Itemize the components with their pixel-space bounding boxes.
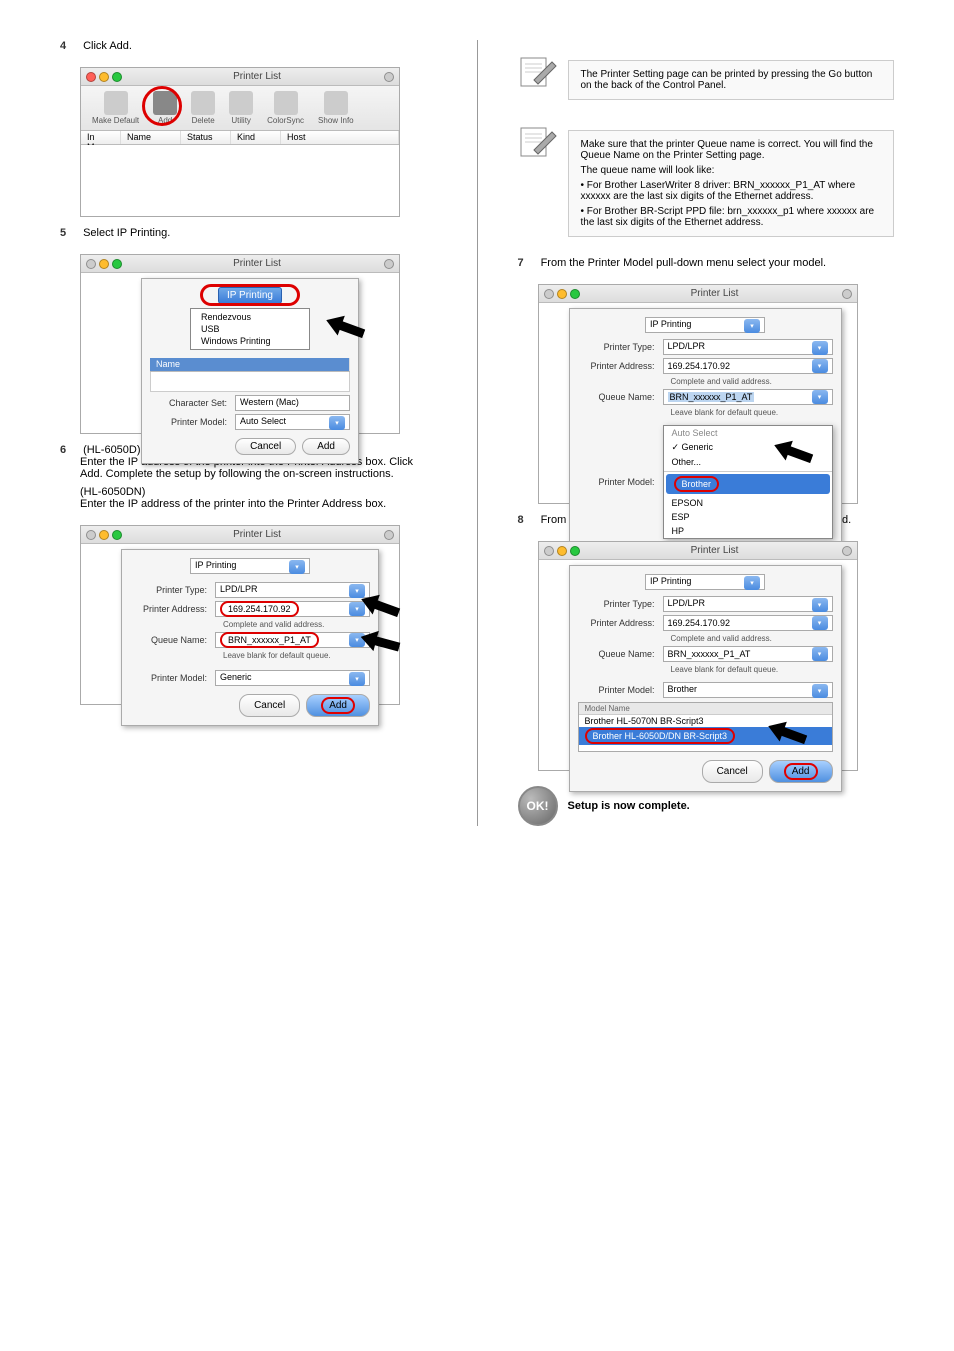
model-item[interactable]: Brother HL-5070N BR-Script3 <box>579 715 832 727</box>
step-text: Click Add. <box>83 40 132 52</box>
note-icon <box>518 50 558 90</box>
screenshot-model-name-list: Printer List IP Printing▾ Printer Type: … <box>538 541 858 771</box>
utility-button[interactable]: Utility <box>223 89 259 127</box>
printer-address-input[interactable]: 169.254.170.92▾ <box>663 615 833 631</box>
step-number: 8 <box>518 514 538 526</box>
model-name-list[interactable]: Model Name Brother HL-5070N BR-Script3 B… <box>578 702 833 752</box>
menu-item[interactable]: Rendezvous <box>193 311 307 323</box>
setup-complete: OK! Setup is now complete. <box>518 786 895 826</box>
zoom-icon[interactable] <box>112 72 122 82</box>
close-icon[interactable] <box>86 72 96 82</box>
printer-model-popup[interactable]: Auto Select Generic Other... Brother EPS… <box>663 425 833 539</box>
printer-type-select[interactable]: LPD/LPR▾ <box>663 596 833 612</box>
minimize-icon <box>99 259 109 269</box>
window-title: Printer List <box>130 258 384 269</box>
connection-type-select[interactable]: IP Printing▾ <box>645 317 765 333</box>
menu-item-brother[interactable]: Brother <box>666 474 830 494</box>
window-title: Printer List <box>588 545 842 556</box>
note-text: The Printer Setting page can be printed … <box>568 60 895 100</box>
menu-item[interactable]: ESP <box>664 510 832 524</box>
printer-address-input[interactable]: 169.254.170.92▾ <box>215 601 370 617</box>
left-column: 4 Click Add. Printer List Make Default A… <box>60 40 437 826</box>
step-text: Select IP Printing. <box>83 227 170 239</box>
add-button[interactable]: Add <box>306 694 370 717</box>
step-number: 5 <box>60 227 80 239</box>
model-list-header: Model Name <box>579 703 832 715</box>
charset-label: Character Set: <box>150 398 235 408</box>
add-button[interactable]: Add <box>302 438 350 455</box>
menu-item[interactable]: USB <box>193 323 307 335</box>
cancel-button[interactable]: Cancel <box>702 760 763 783</box>
queue-name-input[interactable]: BRN_xxxxxx_P1_AT▾ <box>663 389 833 405</box>
step-4: 4 Click Add. <box>60 40 437 52</box>
printer-model-label: Printer Model: <box>150 417 235 427</box>
window-title: Printer List <box>588 288 842 299</box>
note-line: The queue name will look like: <box>581 165 882 176</box>
step-number: 4 <box>60 40 80 52</box>
note-body: Make sure that the printer Queue name is… <box>568 130 895 237</box>
printer-model-select[interactable]: Brother▾ <box>663 682 833 698</box>
minimize-icon[interactable] <box>99 72 109 82</box>
step-5: 5 Select IP Printing. <box>60 227 437 239</box>
note-line: • For Brother BR-Script PPD file: brn_xx… <box>581 206 882 228</box>
note-line: Make sure that the printer Queue name is… <box>581 139 882 161</box>
screenshot-ip-printing-form: Printer List IP Printing▾ Printer Type: … <box>80 525 400 705</box>
printer-address-input[interactable]: 169.254.170.92▾ <box>663 358 833 374</box>
queue-name-input[interactable]: BRN_xxxxxx_P1_AT▾ <box>663 646 833 662</box>
connection-type-select[interactable]: IP Printing▾ <box>190 558 310 574</box>
menu-item[interactable]: Windows Printing <box>193 335 307 347</box>
cancel-button[interactable]: Cancel <box>239 694 300 717</box>
step-number: 7 <box>518 257 538 269</box>
step-7: 7 From the Printer Model pull-down menu … <box>518 257 895 269</box>
step-text-model1: (HL-6050D) <box>83 444 140 456</box>
menu-item[interactable]: EPSON <box>664 496 832 510</box>
printer-type-select[interactable]: LPD/LPR▾ <box>215 582 370 598</box>
right-column: The Printer Setting page can be printed … <box>518 40 895 826</box>
add-button[interactable]: Add <box>147 89 183 127</box>
close-icon <box>86 259 96 269</box>
step-text: From the Printer Model pull-down menu se… <box>541 257 827 269</box>
menu-item[interactable]: Auto Select <box>664 426 832 440</box>
step-text: Enter the IP address of the printer into… <box>80 498 437 510</box>
printer-model-select[interactable]: Auto Select▾ <box>235 414 350 430</box>
step-number: 6 <box>60 444 80 456</box>
make-default-button[interactable]: Make Default <box>86 89 145 127</box>
delete-button[interactable]: Delete <box>185 89 221 127</box>
toolbar: Make Default Add Delete Utility ColorSyn… <box>81 86 399 131</box>
printer-model-select[interactable]: Generic▾ <box>215 670 370 686</box>
connection-type-select[interactable]: IP Printing▾ <box>645 574 765 590</box>
menu-item[interactable]: HP <box>664 524 832 538</box>
note-line: • For Brother LaserWriter 8 driver: BRN_… <box>581 180 882 202</box>
ok-badge-icon: OK! <box>518 786 558 826</box>
cancel-button[interactable]: Cancel <box>235 438 296 455</box>
screenshot-printer-model-menu: Printer List IP Printing▾ Printer Type: … <box>538 284 858 504</box>
queue-name-input[interactable]: BRN_xxxxxx_P1_AT▾ <box>215 632 370 648</box>
show-info-button[interactable]: Show Info <box>312 89 360 127</box>
note-2: Make sure that the printer Queue name is… <box>518 120 895 247</box>
chevron-down-icon: ▾ <box>329 416 345 430</box>
add-button[interactable]: Add <box>769 760 833 783</box>
screenshot-ip-printing-menu: Printer List IP Printing Rendezvous USB <box>80 254 400 434</box>
colorsync-button[interactable]: ColorSync <box>261 89 310 127</box>
note-1: The Printer Setting page can be printed … <box>518 50 895 110</box>
window-title: Printer List <box>130 71 384 82</box>
zoom-icon <box>112 259 122 269</box>
note-icon <box>518 120 558 160</box>
charset-select[interactable]: Western (Mac) <box>235 395 350 411</box>
pill-icon <box>384 72 394 82</box>
screenshot-printer-list-toolbar: Printer List Make Default Add Delete Uti… <box>80 67 400 217</box>
window-title: Printer List <box>130 529 384 540</box>
table-header: In Menu Name Status Kind Host <box>81 131 399 145</box>
setup-complete-text: Setup is now complete. <box>568 800 690 812</box>
printer-type-select[interactable]: LPD/LPR▾ <box>663 339 833 355</box>
step-text-model2: (HL-6050DN) <box>80 486 437 498</box>
